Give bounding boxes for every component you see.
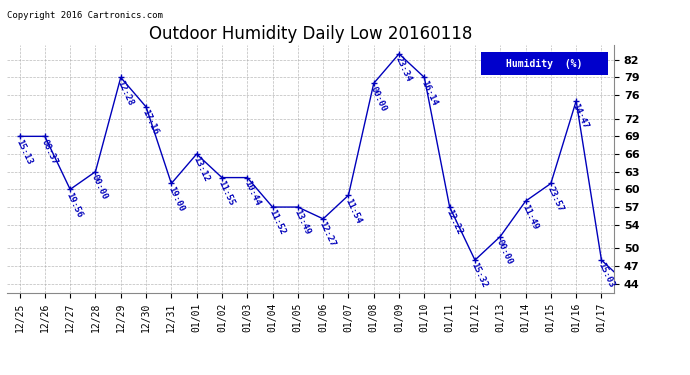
Text: 15:32: 15:32: [470, 261, 489, 290]
Text: 11:55: 11:55: [217, 179, 236, 207]
Text: 23:34: 23:34: [394, 55, 413, 83]
Text: 13:12: 13:12: [191, 155, 210, 184]
Text: 19:56: 19:56: [65, 191, 84, 219]
Text: 13:49: 13:49: [293, 209, 312, 237]
Text: 15:13: 15:13: [14, 138, 34, 166]
Text: 12:28: 12:28: [115, 79, 135, 107]
Text: 12:22: 12:22: [444, 209, 464, 237]
Text: 11:52: 11:52: [267, 209, 286, 237]
Text: 23:57: 23:57: [546, 185, 565, 213]
Text: 08:37: 08:37: [39, 138, 59, 166]
Text: 16:14: 16:14: [419, 79, 438, 107]
Text: 10:44: 10:44: [242, 179, 262, 207]
Text: 11:54: 11:54: [343, 196, 362, 225]
Text: 19:00: 19:00: [166, 185, 186, 213]
Text: 00:00: 00:00: [495, 238, 514, 266]
Text: 11:49: 11:49: [520, 202, 540, 231]
Text: Copyright 2016 Cartronics.com: Copyright 2016 Cartronics.com: [7, 11, 163, 20]
Text: 12:27: 12:27: [318, 220, 337, 248]
Text: 15:03: 15:03: [596, 261, 615, 290]
Text: 17:16: 17:16: [141, 108, 160, 136]
Text: 00:00: 00:00: [90, 173, 110, 201]
Text: 00:00: 00:00: [368, 85, 388, 113]
Text: 14:47: 14:47: [571, 102, 590, 130]
Title: Outdoor Humidity Daily Low 20160118: Outdoor Humidity Daily Low 20160118: [149, 26, 472, 44]
